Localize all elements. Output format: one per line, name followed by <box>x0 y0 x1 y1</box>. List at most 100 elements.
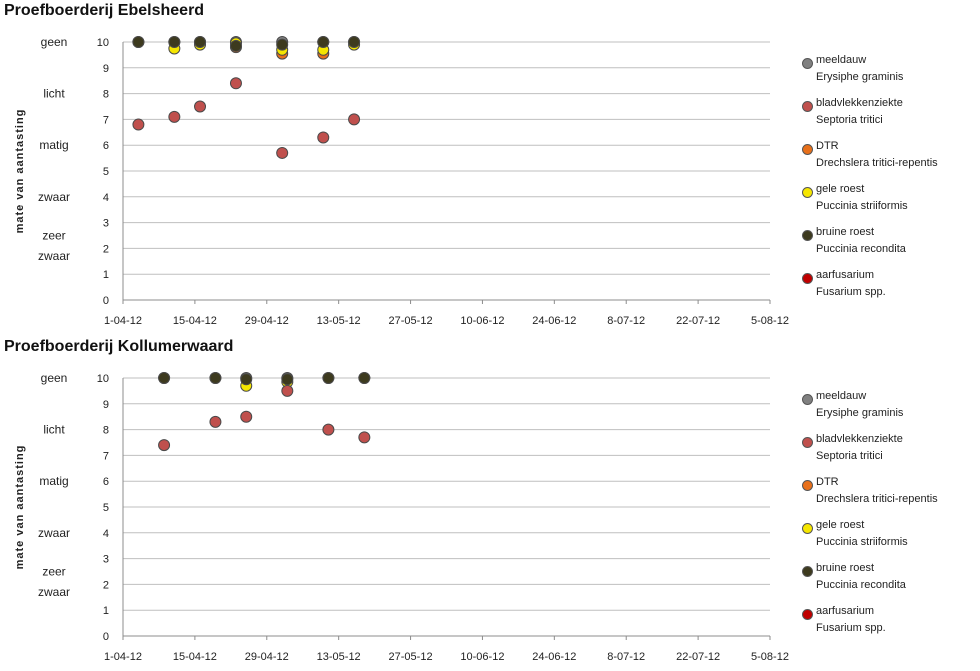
legend-item: meeldauw Erysiphe graminis <box>800 390 978 434</box>
y-tick-label: 8 <box>103 425 109 437</box>
data-point <box>209 372 222 384</box>
data-point <box>276 146 289 159</box>
data-point <box>322 372 335 384</box>
legend-label: bladvlekkenziekte <box>816 97 903 109</box>
legend-item: bruine roest Puccinia recondita <box>800 226 978 270</box>
legend-marker-icon <box>802 101 813 112</box>
legend-label: DTR <box>816 140 839 152</box>
data-point <box>240 373 253 386</box>
legend-label: gele roest <box>816 519 865 531</box>
legend-item: DTR Drechslera tritici-repentis <box>800 140 978 184</box>
legend-latin-name: Septoria tritici <box>816 114 883 126</box>
x-tick-label: 5-08-12 <box>751 651 789 663</box>
legend-item: aarfusarium Fusarium spp. <box>800 605 978 649</box>
data-point <box>229 39 242 52</box>
data-point <box>229 77 242 90</box>
legend-latin-name: Erysiphe graminis <box>816 71 904 83</box>
data-point <box>358 372 371 384</box>
chart-panel-ebelsheerd: Proefboerderij Ebelsheerd 0 1 2 3 4 5 6 7 8 9 10 1-… <box>0 0 980 335</box>
legend-label: bruine roest <box>816 226 875 238</box>
y-category-label: zwaar <box>38 190 70 204</box>
data-point <box>240 410 253 423</box>
y-tick-label: 9 <box>103 63 109 75</box>
x-tick-label: 5-08-12 <box>751 315 789 327</box>
chart-panel-kollumerwaard: Proefboerderij Kollumerwaard 0 1 2 3 4 5 6 7 8 9 1… <box>0 336 980 671</box>
data-point <box>132 118 145 131</box>
x-tick-label: 13-05-12 <box>317 315 361 327</box>
data-point <box>281 373 294 386</box>
y-tick-label: 2 <box>103 243 109 255</box>
y-tick-label: 10 <box>97 373 109 385</box>
y-category-label: zeer <box>42 565 65 579</box>
y-tick-label: 0 <box>103 631 109 643</box>
legend-latin-name: Drechslera tritici-repentis <box>816 157 938 169</box>
data-point <box>158 439 171 452</box>
data-point <box>317 131 330 144</box>
legend-item: bruine roest Puccinia recondita <box>800 562 978 606</box>
x-tick-label: 24-06-12 <box>532 651 576 663</box>
y-category-label: zwaar <box>38 526 70 540</box>
scatter-plot: 0 1 2 3 4 5 6 7 8 9 10 1-04-12 15-04-12 29-04-12 13-05… <box>14 371 789 663</box>
data-point <box>194 100 207 113</box>
legend-item: bladvlekkenziekte Septoria tritici <box>800 97 978 141</box>
legend-marker-icon <box>802 437 813 448</box>
data-point <box>209 415 222 428</box>
y-tick-label: 8 <box>103 89 109 101</box>
x-tick-label: 29-04-12 <box>245 651 289 663</box>
y-tick-label: 3 <box>103 218 109 230</box>
legend-label: gele roest <box>816 183 865 195</box>
x-tick-label: 22-07-12 <box>676 315 720 327</box>
data-point <box>168 36 181 48</box>
legend-marker-icon <box>802 230 813 241</box>
legend-marker-icon <box>802 480 813 491</box>
legend-label: aarfusarium <box>816 269 875 281</box>
x-tick-label: 1-04-12 <box>104 315 142 327</box>
y-tick-label: 4 <box>103 528 109 540</box>
legend-marker-icon <box>802 187 813 198</box>
legend-marker-icon <box>802 58 813 69</box>
x-tick-label: 24-06-12 <box>532 315 576 327</box>
x-tick-label: 8-07-12 <box>607 315 645 327</box>
y-axis-title: mate van aantasting <box>14 109 26 234</box>
data-point <box>194 36 207 48</box>
legend-marker-icon <box>802 523 813 534</box>
legend-latin-name: Drechslera tritici-repentis <box>816 493 938 505</box>
legend-label: bruine roest <box>816 562 875 574</box>
x-tick-label: 27-05-12 <box>389 315 433 327</box>
data-point <box>317 36 330 48</box>
y-category-label: licht <box>43 87 65 101</box>
legend-item: aarfusarium Fusarium spp. <box>800 269 978 313</box>
data-point <box>348 113 361 126</box>
y-tick-label: 6 <box>103 140 109 152</box>
legend-marker-icon <box>802 566 813 577</box>
legend-latin-name: Septoria tritici <box>816 450 883 462</box>
legend-item: meeldauw Erysiphe graminis <box>800 54 978 98</box>
data-point <box>276 38 289 51</box>
chart-title: Proefboerderij Ebelsheerd <box>4 2 205 19</box>
y-tick-label: 3 <box>103 554 109 566</box>
scatter-plot: 0 1 2 3 4 5 6 7 8 9 10 1-04-12 15-04-12 29-04-12 13-05… <box>14 35 789 327</box>
y-category-label: zeer <box>42 229 65 243</box>
legend-latin-name: Puccinia recondita <box>816 579 906 591</box>
legend-item: gele roest Puccinia striiformis <box>800 183 978 227</box>
legend-label: meeldauw <box>816 390 867 402</box>
y-category-label: geen <box>41 35 68 49</box>
data-point <box>168 110 181 123</box>
legend-marker-icon <box>802 394 813 405</box>
x-tick-label: 15-04-12 <box>173 315 217 327</box>
legend-latin-name: Fusarium spp. <box>816 286 886 298</box>
x-tick-label: 22-07-12 <box>676 651 720 663</box>
y-tick-label: 2 <box>103 579 109 591</box>
y-category-label: zwaar <box>38 249 70 263</box>
data-point <box>358 431 371 444</box>
legend-label: DTR <box>816 476 839 488</box>
y-tick-label: 7 <box>103 114 109 126</box>
legend-marker-icon <box>802 273 813 284</box>
y-category-label: geen <box>41 371 68 385</box>
legend-latin-name: Erysiphe graminis <box>816 407 904 419</box>
x-tick-label: 10-06-12 <box>460 651 504 663</box>
y-tick-label: 0 <box>103 295 109 307</box>
y-tick-label: 10 <box>97 37 109 49</box>
x-tick-label: 8-07-12 <box>607 651 645 663</box>
x-tick-label: 10-06-12 <box>460 315 504 327</box>
